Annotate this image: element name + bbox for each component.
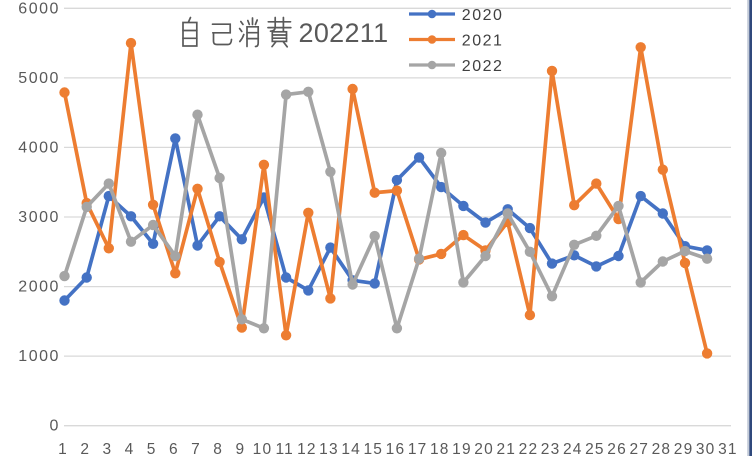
- svg-text:27: 27: [629, 441, 649, 456]
- svg-text:5000: 5000: [18, 70, 60, 87]
- svg-text:1000: 1000: [18, 348, 60, 365]
- svg-text:26: 26: [607, 441, 627, 456]
- svg-text:20: 20: [474, 441, 494, 456]
- svg-text:9: 9: [235, 441, 245, 456]
- svg-text:5: 5: [147, 441, 157, 456]
- svg-text:31: 31: [718, 441, 738, 456]
- svg-text:23: 23: [541, 441, 561, 456]
- svg-text:11: 11: [275, 441, 294, 456]
- svg-text:0: 0: [49, 418, 59, 435]
- svg-text:15: 15: [363, 441, 383, 456]
- svg-text:6: 6: [169, 441, 179, 456]
- svg-text:202211: 202211: [299, 18, 389, 48]
- svg-text:17: 17: [408, 441, 428, 456]
- svg-text:13: 13: [319, 441, 339, 456]
- svg-text:25: 25: [585, 441, 605, 456]
- svg-text:7: 7: [191, 441, 201, 456]
- svg-text:2021: 2021: [462, 32, 504, 49]
- svg-text:18: 18: [430, 441, 450, 456]
- svg-text:10: 10: [253, 441, 273, 456]
- svg-text:28: 28: [652, 441, 672, 456]
- svg-text:2000: 2000: [18, 279, 60, 296]
- svg-text:4000: 4000: [18, 139, 60, 156]
- svg-text:4: 4: [125, 441, 135, 456]
- svg-text:8: 8: [213, 441, 223, 456]
- svg-text:21: 21: [496, 441, 516, 456]
- svg-text:29: 29: [674, 441, 694, 456]
- svg-text:1: 1: [58, 441, 68, 456]
- svg-text:22: 22: [519, 441, 539, 456]
- svg-text:30: 30: [696, 441, 716, 456]
- svg-text:6000: 6000: [18, 0, 60, 17]
- svg-text:19: 19: [452, 441, 472, 456]
- svg-text:2: 2: [80, 441, 90, 456]
- svg-text:12: 12: [297, 441, 317, 456]
- svg-text:16: 16: [386, 441, 406, 456]
- svg-text:2022: 2022: [462, 58, 504, 75]
- svg-text:24: 24: [563, 441, 583, 456]
- svg-text:2020: 2020: [462, 7, 504, 24]
- svg-text:14: 14: [341, 441, 361, 456]
- svg-text:3: 3: [102, 441, 112, 456]
- svg-text:3000: 3000: [18, 209, 60, 226]
